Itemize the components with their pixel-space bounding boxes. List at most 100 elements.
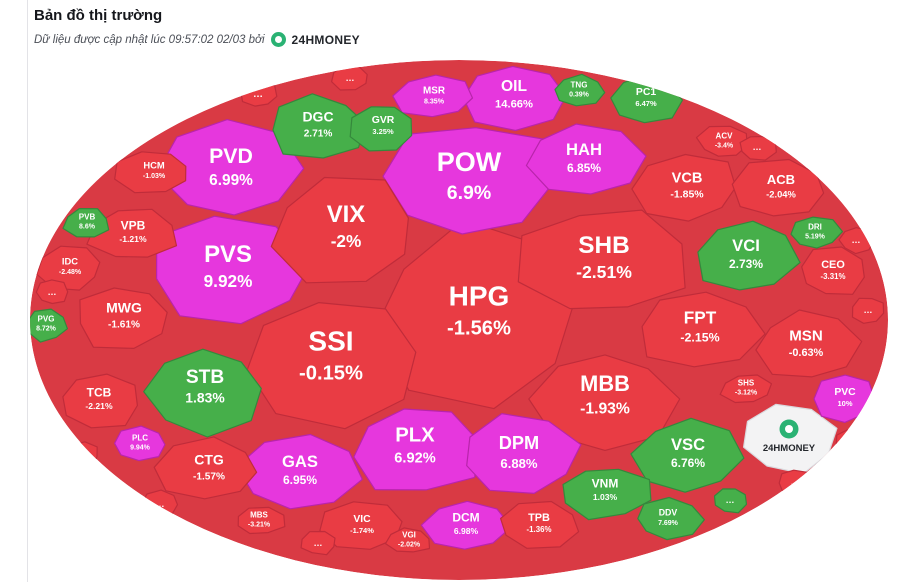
map-cell-ticker: PVC [834, 387, 856, 398]
map-cell-ticker: MBS [250, 510, 268, 519]
map-cell-vci[interactable] [697, 220, 801, 291]
map-cell-ceo[interactable] [801, 246, 865, 295]
map-cell-change: 9.94% [130, 444, 151, 451]
map-cell-vcb[interactable] [631, 153, 737, 222]
brand-name: 24HMONEY [291, 32, 360, 47]
map-cell-ticker: VGI [402, 530, 416, 539]
map-cell-change: -1.93% [580, 400, 630, 417]
map-cell-shb[interactable] [517, 209, 686, 310]
map-cell-change: 6.88% [500, 456, 537, 471]
map-cell-idc[interactable] [36, 245, 101, 291]
map-cell-change: 5.19% [805, 233, 826, 240]
map-cell-ctg[interactable] [153, 436, 258, 500]
map-cell-change: -1.57% [193, 471, 225, 482]
map-cell-more-54[interactable] [35, 279, 69, 305]
map-cell-ticker: IDC [62, 255, 78, 266]
map-cell-ticker: DCM [452, 511, 479, 525]
map-cell-msn[interactable] [755, 309, 863, 378]
map-cell-pow[interactable] [382, 127, 552, 235]
map-cell-ticker: DGC [302, 109, 333, 125]
map-cell-tcb[interactable] [62, 373, 138, 429]
map-cell-change: 1.83% [185, 390, 224, 406]
map-cell-acb[interactable] [731, 158, 825, 217]
map-cell-change: -1.03% [143, 173, 166, 180]
map-cell-more-59[interactable] [778, 469, 811, 497]
map-cell-plx[interactable] [353, 408, 479, 491]
map-cell-stb[interactable] [143, 348, 262, 438]
map-cell-change: 10% [837, 399, 852, 408]
map-cell-vic[interactable] [319, 501, 403, 550]
map-cell-ticker: SSI [308, 326, 353, 357]
map-cell-more-50[interactable] [669, 66, 711, 91]
map-cell-more-57[interactable] [300, 530, 336, 556]
map-cell-ticker: MWG [106, 300, 142, 316]
map-cell-vsc[interactable] [630, 417, 745, 493]
map-cell-tng[interactable] [554, 73, 606, 107]
map-cell-change: 2.71% [304, 128, 333, 139]
map-cell-ticker: PC1 [636, 87, 656, 98]
map-cell-gvr[interactable] [349, 106, 413, 152]
map-cell-change: 8.72% [36, 325, 57, 332]
map-cell-change: -3.21% [248, 521, 271, 528]
map-cell-ssi[interactable] [246, 302, 417, 430]
map-cell-acv[interactable] [695, 125, 748, 157]
map-cell-more-49[interactable] [331, 64, 368, 91]
map-cell-pvb[interactable] [62, 208, 110, 238]
map-cell-change: 6.85% [567, 161, 601, 175]
map-cell-ticker: POW [437, 147, 502, 177]
map-cell-more-label: … [346, 73, 355, 83]
map-cell-more-55[interactable] [63, 441, 98, 469]
map-cell-ticker: PVS [204, 241, 252, 268]
map-cell-ddv[interactable] [637, 496, 705, 541]
map-cell-shs[interactable] [719, 374, 773, 404]
map-cell-ticker: HPG [449, 281, 510, 312]
map-cell-ticker: ACB [767, 172, 795, 187]
map-cell-ticker: TPB [528, 512, 550, 524]
map-cell-vnm[interactable] [562, 468, 652, 521]
map-cell-dcm[interactable] [420, 500, 512, 550]
map-cell-more-58[interactable] [713, 488, 748, 514]
update-info-row: Dữ liệu được cập nhật lúc 09:57:02 02/03… [34, 32, 360, 47]
map-cell-ticker: DRI [808, 222, 822, 231]
map-cell-ticker: DPM [499, 433, 539, 453]
map-cell-mbs[interactable] [237, 506, 286, 535]
map-cell-ticker: MSN [789, 327, 823, 344]
map-cell-change: -2.21% [85, 401, 113, 411]
map-cell-dri[interactable] [790, 216, 844, 249]
map-cell-ticker: MBB [580, 371, 630, 396]
map-cell-ticker: HCM [143, 159, 165, 170]
map-cell-ticker: MSR [423, 85, 445, 96]
map-cell-plc[interactable] [113, 425, 166, 462]
map-cell-fpt[interactable] [641, 291, 766, 368]
map-cell-ticker: STB [186, 367, 224, 388]
map-cell-mwg[interactable] [79, 287, 168, 349]
map-cell-more-label: … [864, 305, 873, 315]
map-cell-change: -1.36% [526, 525, 551, 534]
map-cell-mbb[interactable] [528, 354, 681, 451]
map-cell-ticker: FPT [684, 308, 717, 328]
map-cell-dpm[interactable] [466, 413, 582, 494]
map-cell-tpb[interactable] [500, 500, 580, 549]
map-cell-change: 6.98% [454, 526, 479, 536]
map-cell-pvg[interactable] [27, 308, 69, 343]
map-cell-vgi[interactable] [384, 527, 431, 553]
map-cell-msr[interactable] [392, 74, 474, 118]
map-cell-more-53[interactable] [851, 297, 885, 324]
map-cell-change: -1.85% [670, 189, 704, 201]
map-cell-hah[interactable] [525, 123, 647, 195]
map-cell-more-47[interactable] [82, 119, 122, 148]
map-cell-vix[interactable] [270, 176, 409, 284]
page-title: Bản đồ thị trường [34, 7, 163, 24]
map-cell-ticker: PVB [79, 212, 96, 221]
map-cell-change: 9.92% [204, 271, 253, 291]
map-cell-change: -1.21% [119, 234, 147, 244]
map-cell-ticker: CTG [194, 452, 224, 468]
map-cell-ticker: TCB [87, 386, 112, 400]
map-cell-change: 6.76% [671, 456, 705, 470]
map-cell-pvd[interactable] [156, 118, 305, 216]
map-cell-more-label: … [684, 74, 693, 84]
map-cell-change: -0.15% [299, 363, 363, 385]
map-labels-layer: HPG -1.56% SSI -0.15% POW 6.9% SHB -2.51% PVS 9.9… [36, 73, 872, 548]
map-cell-more-label: … [78, 450, 87, 460]
